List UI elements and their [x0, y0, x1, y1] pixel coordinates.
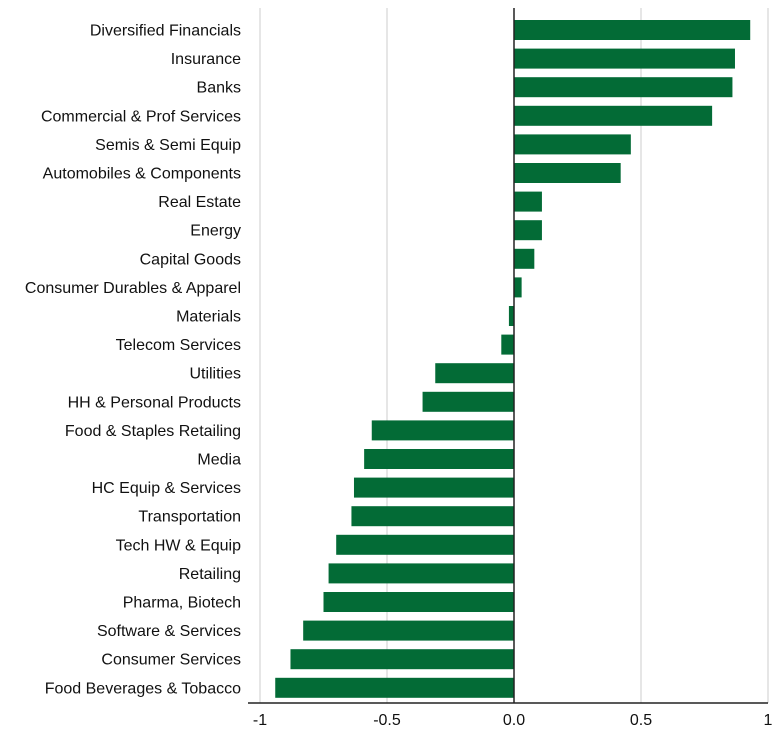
bar-consumer-services	[290, 649, 514, 670]
category-label-real-estate: Real Estate	[158, 194, 241, 211]
bar-commercial-and-prof-services	[514, 105, 713, 126]
x-tick-label: 0.0	[503, 712, 525, 729]
category-label-banks: Banks	[197, 80, 241, 97]
bar-hh-and-personal-products	[422, 391, 514, 412]
x-tick-label: -0.5	[373, 712, 401, 729]
category-label-consumer-services: Consumer Services	[101, 652, 241, 669]
bar-hc-equip-and-services	[353, 477, 514, 498]
x-tick-label: 0.5	[630, 712, 652, 729]
category-label-semis-and-semi-equip: Semis & Semi Equip	[95, 137, 241, 154]
bar-automobiles-and-components	[514, 163, 621, 183]
bar-insurance	[514, 48, 735, 69]
x-tick-labels: -1 -0.5 0.0 0.5 1	[253, 712, 773, 729]
bar-diversified-financials	[514, 20, 751, 40]
bar-food-beverages-and-tobacco	[275, 677, 514, 698]
bar-capital-goods	[514, 248, 535, 269]
bar-materials	[508, 306, 514, 326]
category-label-consumer-durables-and-apparel: Consumer Durables & Apparel	[25, 280, 241, 297]
category-labels: Diversified Financials Insurance Banks Comm…	[25, 23, 241, 698]
category-label-food-beverages-and-tobacco: Food Beverages & Tobacco	[45, 680, 241, 697]
category-label-transportation: Transportation	[138, 509, 241, 526]
bar-consumer-durables-and-apparel	[514, 277, 522, 298]
bar-energy	[514, 220, 542, 241]
category-label-utilities: Utilities	[189, 366, 241, 383]
category-label-insurance: Insurance	[171, 51, 241, 68]
bar-semis-and-semi-equip	[514, 134, 631, 155]
bar-pharma-biotech	[323, 592, 514, 612]
bar-real-estate	[514, 191, 542, 212]
bar-tech-hw-and-equip	[336, 534, 514, 555]
category-label-materials: Materials	[176, 309, 241, 326]
category-label-energy: Energy	[190, 223, 241, 240]
bar-retailing	[328, 563, 514, 584]
bar-media	[364, 449, 514, 469]
category-label-software-and-services: Software & Services	[97, 623, 241, 640]
x-tick-label: -1	[253, 712, 267, 729]
bar-software-and-services	[303, 620, 514, 641]
x-tick-label: 1	[764, 712, 773, 729]
bar-transportation	[351, 506, 514, 527]
category-label-media: Media	[197, 452, 241, 469]
bars	[275, 20, 751, 698]
category-label-food-and-staples-retailing: Food & Staples Retailing	[65, 423, 241, 440]
bar-banks	[514, 77, 733, 98]
category-label-automobiles-and-components: Automobiles & Components	[43, 166, 241, 183]
bar-telecom-services	[501, 334, 514, 355]
category-label-tech-hw-and-equip: Tech HW & Equip	[116, 537, 241, 554]
axes	[248, 8, 768, 704]
category-label-pharma-biotech: Pharma, Biotech	[123, 595, 241, 612]
category-label-hc-equip-and-services: HC Equip & Services	[92, 480, 241, 497]
category-label-hh-and-personal-products: HH & Personal Products	[68, 394, 241, 411]
category-label-capital-goods: Capital Goods	[140, 251, 241, 268]
category-label-commercial-and-prof-services: Commercial & Prof Services	[41, 108, 241, 125]
category-label-telecom-services: Telecom Services	[116, 337, 241, 354]
bar-food-and-staples-retailing	[371, 420, 514, 441]
category-label-diversified-financials: Diversified Financials	[90, 23, 241, 40]
bar-utilities	[435, 363, 514, 384]
category-label-retailing: Retailing	[179, 566, 241, 583]
